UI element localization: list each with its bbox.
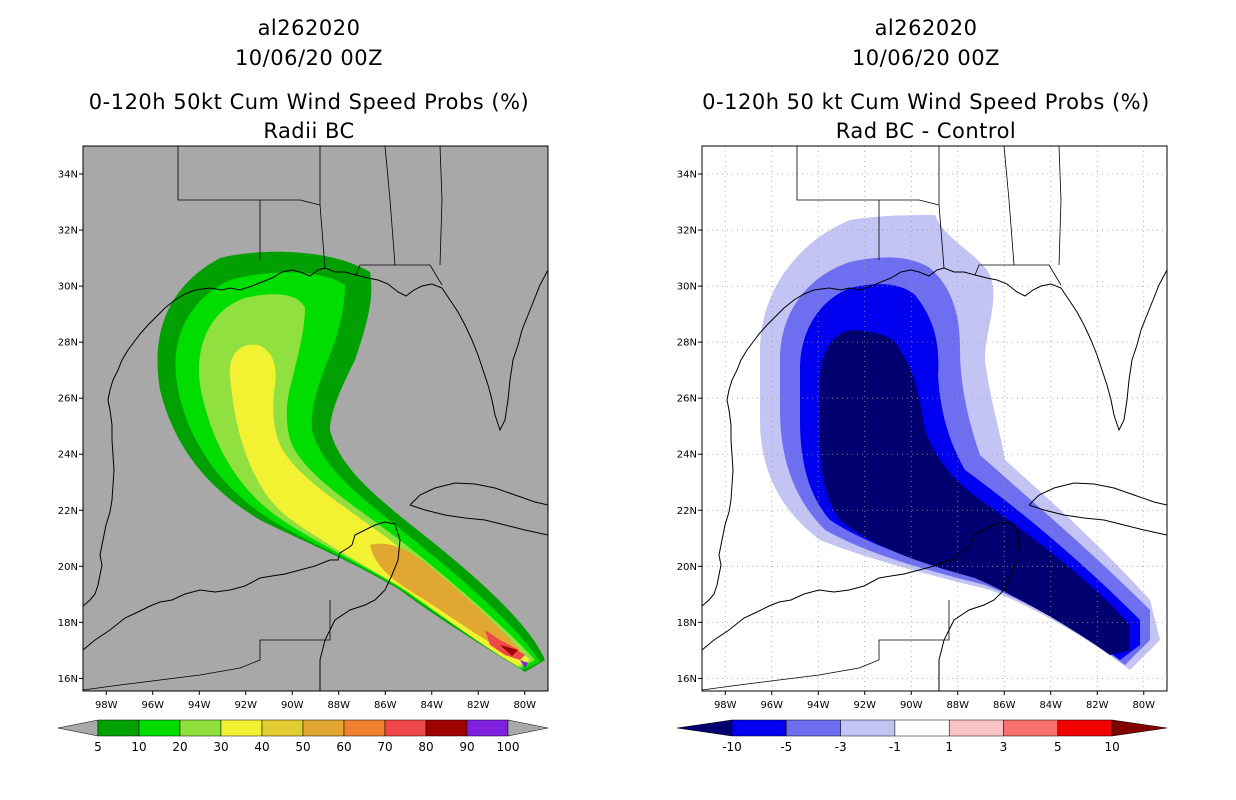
left-colorbar-label: 10 bbox=[131, 740, 146, 754]
left-lon-label: 82W bbox=[467, 700, 490, 711]
right-colorbar-swatch bbox=[840, 719, 896, 737]
left-title-product: 0-120h 50kt Cum Wind Speed Probs (%) bbox=[88, 90, 530, 114]
left-lat-label: 30N bbox=[58, 282, 78, 293]
right-colorbar: -10 -5 -3 -1 1 3 5 10 bbox=[676, 719, 1168, 754]
right-colorbar-high-arrow bbox=[1111, 719, 1168, 737]
left-title-date: 10/06/20 00Z bbox=[234, 46, 384, 70]
left-colorbar-swatch bbox=[302, 719, 345, 737]
left-lon-label: 96W bbox=[141, 700, 164, 711]
left-colorbar-swatch bbox=[220, 719, 263, 737]
right-title-subtitle: Rad BC - Control bbox=[835, 119, 1017, 143]
right-colorbar-swatch bbox=[1003, 719, 1059, 737]
left-lat-label: 18N bbox=[58, 618, 78, 629]
right-lon-label: 80W bbox=[1132, 700, 1155, 711]
right-title-storm: al262020 bbox=[874, 16, 978, 40]
left-lat-label: 34N bbox=[58, 170, 78, 181]
right-colorbar-swatch bbox=[786, 719, 841, 737]
left-title-storm: al262020 bbox=[257, 16, 361, 40]
left-lat-label: 24N bbox=[58, 450, 78, 461]
left-lon-label: 94W bbox=[188, 700, 211, 711]
right-lat-label: 28N bbox=[677, 338, 697, 349]
right-lon-label: 82W bbox=[1086, 700, 1109, 711]
right-colorbar-label: 1 bbox=[945, 740, 953, 754]
left-colorbar-swatch bbox=[138, 719, 181, 737]
left-colorbar-label: 90 bbox=[459, 740, 474, 754]
left-lon-label: 98W bbox=[95, 700, 118, 711]
right-title-date: 10/06/20 00Z bbox=[851, 46, 1001, 70]
right-colorbar-label: 3 bbox=[1000, 740, 1008, 754]
right-lat-label: 22N bbox=[677, 506, 697, 517]
right-lat-label: 32N bbox=[677, 226, 697, 237]
right-colorbar-label: -1 bbox=[889, 740, 901, 754]
left-lon-label: 90W bbox=[281, 700, 304, 711]
right-lon-label: 90W bbox=[900, 700, 923, 711]
left-colorbar-label: 100 bbox=[497, 740, 520, 754]
left-colorbar-label: 5 bbox=[94, 740, 102, 754]
left-lat-label: 16N bbox=[58, 674, 78, 685]
left-lon-label: 80W bbox=[513, 700, 536, 711]
left-lat-label: 26N bbox=[58, 394, 78, 405]
left-lat-label: 22N bbox=[58, 506, 78, 517]
left-colorbar-high-arrow bbox=[507, 719, 549, 737]
left-colorbar-label: 80 bbox=[418, 740, 433, 754]
left-colorbar-low-arrow bbox=[57, 719, 99, 737]
right-colorbar-label: -3 bbox=[835, 740, 847, 754]
right-colorbar-swatch bbox=[894, 719, 950, 737]
right-title-product: 0-120h 50 kt Cum Wind Speed Probs (%) bbox=[702, 90, 1150, 114]
right-colorbar-swatch bbox=[731, 719, 787, 737]
left-map-frame bbox=[82, 145, 549, 692]
left-colorbar-swatch bbox=[425, 719, 468, 737]
right-lon-label: 88W bbox=[946, 700, 969, 711]
right-lon-label: 98W bbox=[714, 700, 737, 711]
left-map: 34N 32N 30N 28N 26N 24N 22N 20N 18N 16N 98W 96W 94W… bbox=[58, 145, 549, 711]
left-title-subtitle: Radii BC bbox=[263, 119, 355, 143]
right-map: 34N 32N 30N 28N 26N 24N 22N 20N 18N 16N 98W 96W 94W… bbox=[677, 145, 1168, 711]
right-map-frame bbox=[701, 145, 1168, 692]
left-colorbar-label: 20 bbox=[172, 740, 187, 754]
left-lat-label: 20N bbox=[58, 562, 78, 573]
right-colorbar-label: -5 bbox=[780, 740, 792, 754]
right-colorbar-label: 5 bbox=[1054, 740, 1062, 754]
right-lat-label: 20N bbox=[677, 562, 697, 573]
right-lat-label: 30N bbox=[677, 282, 697, 293]
right-lon-label: 96W bbox=[760, 700, 783, 711]
left-lat-label: 28N bbox=[58, 338, 78, 349]
right-lon-label: 92W bbox=[853, 700, 876, 711]
right-lat-label: 18N bbox=[677, 618, 697, 629]
left-colorbar-swatch bbox=[466, 719, 509, 737]
left-colorbar-label: 50 bbox=[295, 740, 310, 754]
left-colorbar-label: 30 bbox=[213, 740, 228, 754]
left-colorbar-swatch bbox=[343, 719, 386, 737]
right-lon-label: 84W bbox=[1039, 700, 1062, 711]
right-lat-label: 26N bbox=[677, 394, 697, 405]
right-lat-label: 16N bbox=[677, 674, 697, 685]
left-colorbar-swatch bbox=[179, 719, 222, 737]
right-lon-label: 86W bbox=[993, 700, 1016, 711]
left-colorbar-swatch bbox=[384, 719, 427, 737]
left-colorbar-swatch bbox=[261, 719, 304, 737]
left-colorbar-swatch bbox=[97, 719, 140, 737]
right-colorbar-swatch bbox=[1057, 719, 1113, 737]
right-lon-label: 94W bbox=[807, 700, 830, 711]
right-colorbar-label: -10 bbox=[722, 740, 742, 754]
left-lon-label: 84W bbox=[420, 700, 443, 711]
left-lat-label: 32N bbox=[58, 226, 78, 237]
left-colorbar: 5 10 20 30 40 50 60 70 80 90 100 bbox=[57, 719, 549, 754]
right-lat-label: 34N bbox=[677, 170, 697, 181]
right-colorbar-swatch bbox=[948, 719, 1004, 737]
left-colorbar-label: 70 bbox=[377, 740, 392, 754]
right-lat-label: 24N bbox=[677, 450, 697, 461]
right-colorbar-low-arrow bbox=[676, 719, 733, 737]
left-lon-label: 92W bbox=[234, 700, 257, 711]
right-colorbar-label: 10 bbox=[1104, 740, 1119, 754]
left-lon-label: 88W bbox=[327, 700, 350, 711]
left-colorbar-label: 40 bbox=[254, 740, 269, 754]
left-colorbar-label: 60 bbox=[336, 740, 351, 754]
left-lon-label: 86W bbox=[374, 700, 397, 711]
